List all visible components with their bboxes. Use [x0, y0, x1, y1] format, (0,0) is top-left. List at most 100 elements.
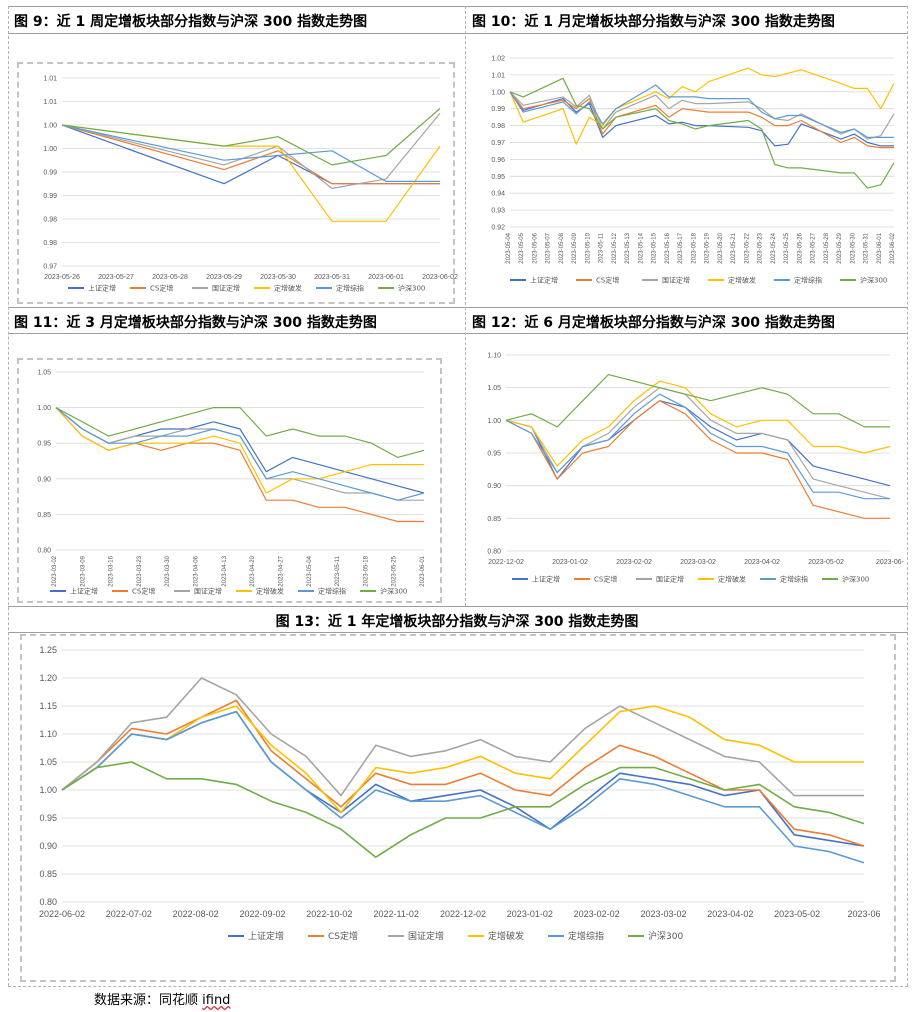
legend-label: 定增破发	[728, 275, 756, 284]
x-tick-label: 2023-03-02	[640, 909, 686, 919]
series-line-5	[505, 393, 890, 500]
y-tick-label: 0.90	[37, 476, 51, 483]
x-tick-label: 2023-05-13	[625, 232, 631, 263]
x-tick-label: 2023-05-30	[260, 274, 296, 281]
chart-9-title: 图 9：近 1 周定增板块部分指数与沪深 300 指数走势图	[14, 14, 368, 30]
y-tick-label: 0.97	[43, 263, 57, 270]
series-line-6	[509, 77, 895, 189]
legend-label: 沪深300	[648, 930, 683, 942]
legend-label: 定增破发	[718, 574, 746, 583]
legend-label: 定增综指	[568, 930, 604, 942]
x-tick-label: 2023-05-23	[758, 232, 764, 263]
y-tick-label: 1.10	[39, 729, 57, 739]
x-tick-label: 2023-05-30	[850, 232, 856, 263]
x-tick-label: 2023-05-25	[784, 232, 790, 263]
x-tick-label: 2023-03-02	[52, 555, 58, 586]
x-tick-label: 2023-04-27	[278, 555, 284, 586]
x-tick-label: 2023-03-02	[680, 559, 716, 566]
x-tick-label: 2022-08-02	[173, 909, 219, 919]
series-line-4	[505, 380, 891, 467]
legend-label: 上证定增	[248, 930, 284, 942]
series-line-2	[61, 699, 865, 847]
data-source: 数据来源：同花顺 ifind	[94, 989, 230, 1008]
y-tick-label: 0.97	[491, 140, 505, 147]
x-tick-label: 2023-05-04	[307, 555, 313, 586]
x-tick-label: 2023-05-17	[678, 232, 684, 263]
y-tick-label: 0.95	[39, 813, 57, 823]
x-tick-label: 2022-10-02	[306, 909, 352, 919]
legend-label: 国证定增	[408, 930, 444, 942]
series-line-6	[61, 761, 865, 858]
x-tick-label: 2023-01-02	[552, 559, 588, 566]
x-tick-label: 2023-05-25	[392, 555, 398, 586]
y-tick-label: 0.96	[491, 157, 505, 164]
x-tick-label: 2023-05-05	[519, 232, 525, 263]
x-tick-label: 2023-03-09	[80, 555, 86, 586]
series-line-4	[55, 407, 424, 494]
x-tick-label: 2023-06-02	[422, 274, 458, 281]
x-tick-label: 2023-06	[847, 909, 880, 919]
legend-label: 定增综指	[336, 283, 364, 292]
x-tick-label: 2022-09-02	[239, 909, 285, 919]
y-tick-label: 1.05	[487, 385, 501, 392]
chart-13: 0.80 0.85 0.90 0.95 1.00 1.05 1.10 1.15 1.20 1.25…	[24, 638, 892, 946]
series-line-4	[61, 705, 864, 814]
x-tick-label: 2023-05-15	[652, 232, 658, 263]
x-tick-label: 2023-06-01	[877, 232, 883, 263]
y-tick-label: 0.95	[491, 174, 505, 181]
series-line-6	[505, 374, 890, 428]
y-tick-label: 1.00	[39, 785, 57, 795]
legend-label: 国证定增	[194, 586, 222, 595]
legend-label: 上证定增	[88, 283, 116, 292]
y-tick-label: 0.98	[43, 216, 57, 223]
chart-11-frame	[17, 358, 442, 603]
series-line-3	[505, 387, 891, 500]
row2-title-bottom-rule	[8, 333, 908, 334]
x-tick-label: 2023-05-18	[363, 555, 369, 586]
row2-title-rule	[8, 307, 908, 308]
y-tick-label: 1.20	[39, 673, 57, 683]
x-tick-label: 2023-05-20	[718, 232, 724, 263]
y-tick-label: 1.01	[491, 72, 505, 79]
legend-label: 国证定增	[656, 574, 684, 583]
legend-label: 沪深300	[380, 586, 407, 595]
x-tick-label: 2023-05-24	[771, 232, 777, 263]
y-tick-label: 0.99	[43, 169, 57, 176]
x-tick-label: 2023-05-31	[864, 232, 870, 263]
chart-10: 0.92 0.93 0.94 0.95 0.96 0.97 0.98 0.99 1.00 1.01…	[470, 44, 902, 302]
legend-label: 定增综指	[318, 586, 346, 595]
y-tick-label: 1.01	[43, 75, 57, 82]
series-line-4	[509, 67, 895, 145]
y-tick-label: 1.05	[39, 757, 57, 767]
legend-label: CS定增	[596, 275, 619, 284]
data-source-prefix: 数据来源：同花顺	[94, 993, 203, 1008]
x-tick-label: 2023-06-01	[368, 274, 404, 281]
x-tick-label: 2023-05-02	[808, 559, 844, 566]
y-tick-label: 0.92	[491, 224, 505, 231]
chart-svg: 0.80 0.85 0.90 0.95 1.00 1.05 1.10 2022-12-02 20…	[487, 352, 905, 583]
y-tick-label: 1.02	[491, 55, 505, 62]
x-tick-label: 2023-05-27	[98, 274, 134, 281]
x-tick-label: 2022-11-02	[373, 909, 418, 919]
x-tick-label: 2023-06-	[876, 559, 905, 566]
series-line-2	[55, 407, 424, 523]
legend-label: 上证定增	[530, 275, 558, 284]
y-tick-label: 0.98	[43, 240, 57, 247]
series-line-1	[505, 400, 891, 487]
left-border	[8, 6, 9, 986]
series-line-5	[61, 710, 865, 864]
legend-label: 定增破发	[256, 586, 284, 595]
y-tick-label: 1.00	[43, 146, 57, 153]
x-tick-label: 2023-03-23	[137, 555, 143, 586]
series-line-3	[509, 91, 895, 140]
y-tick-label: 0.80	[487, 548, 501, 555]
x-tick-label: 2022-07-02	[106, 909, 152, 919]
x-tick-label: 2023-05-07	[546, 232, 552, 263]
legend-label: 沪深300	[398, 283, 425, 292]
x-tick-label: 2023-05-19	[705, 232, 711, 263]
x-tick-label: 2023-05-12	[612, 232, 618, 263]
legend-label: 定增综指	[780, 574, 808, 583]
y-tick-label: 1.00	[43, 122, 57, 129]
y-tick-label: 0.90	[487, 483, 501, 490]
x-tick-label: 2023-05-28	[152, 274, 188, 281]
